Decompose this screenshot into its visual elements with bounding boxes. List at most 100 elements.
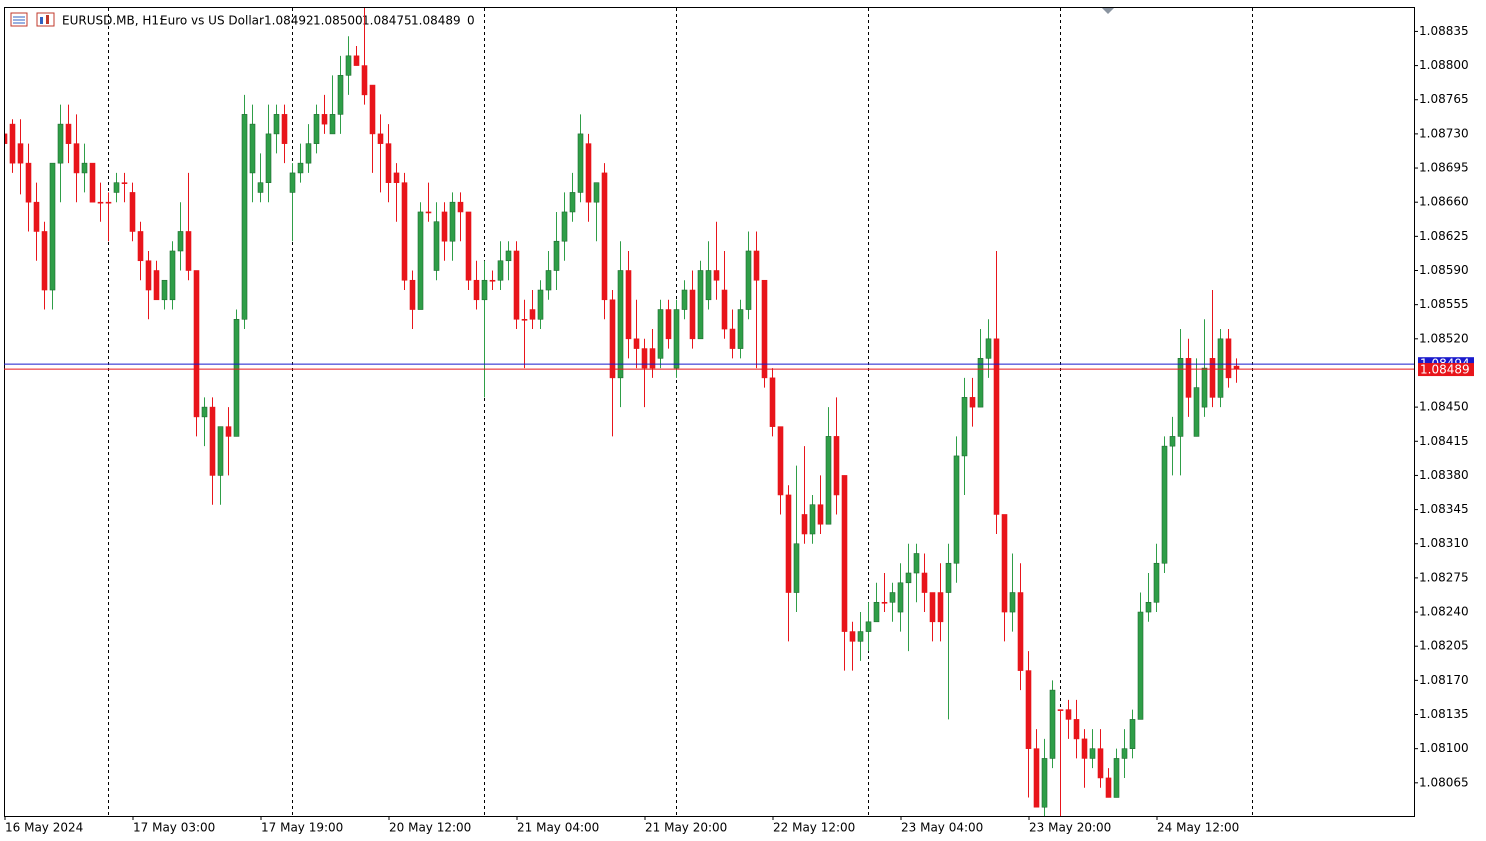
candle-body xyxy=(769,377,776,427)
candle-body xyxy=(433,221,440,271)
candle-body xyxy=(457,201,464,213)
candle-body xyxy=(689,289,696,340)
candle-body xyxy=(537,289,544,320)
symbol: EURUSD.MB, H1: xyxy=(62,14,163,28)
y-tick-label: 1.08765 xyxy=(1419,92,1469,106)
shift-marker[interactable] xyxy=(1102,8,1114,14)
candle-body xyxy=(577,133,584,193)
candle-body xyxy=(1041,758,1048,808)
candle-body xyxy=(625,270,632,340)
candle-body xyxy=(417,211,424,310)
bid-label-box xyxy=(1418,363,1474,377)
candle-body xyxy=(849,631,856,642)
candle-body xyxy=(977,358,984,408)
bid-label: 1.08489 xyxy=(1420,363,1470,377)
candle-body xyxy=(257,182,264,193)
volume: 0 xyxy=(467,14,475,28)
candle-body xyxy=(713,270,720,281)
y-tick-label: 1.08065 xyxy=(1419,775,1469,789)
candle-body xyxy=(209,406,216,476)
candle-body xyxy=(385,143,392,183)
candle-body xyxy=(521,318,528,321)
candle-body xyxy=(785,494,792,593)
candle-body xyxy=(121,182,128,184)
candle-body xyxy=(649,348,656,369)
ohlc-low: 1.08475 xyxy=(362,14,412,28)
candle-body xyxy=(641,348,648,369)
candle-body xyxy=(1121,748,1128,759)
candle-body xyxy=(1017,592,1024,671)
candle-body xyxy=(721,289,728,330)
icon-bar xyxy=(40,17,43,24)
candle-body xyxy=(1025,670,1032,749)
candle-body xyxy=(545,270,552,291)
candle-body xyxy=(81,162,88,174)
candle-body xyxy=(1105,777,1112,798)
candle-body xyxy=(1033,748,1040,808)
candle-body xyxy=(425,211,432,214)
candle-body xyxy=(1145,601,1152,613)
candle-body xyxy=(761,279,768,379)
candle-body xyxy=(585,143,592,203)
candle-body xyxy=(1009,592,1016,613)
candle-body xyxy=(601,172,608,301)
candle-body xyxy=(449,201,456,242)
toolbar-icons xyxy=(10,12,55,27)
candle-body xyxy=(201,406,208,418)
y-tick-label: 1.08240 xyxy=(1419,605,1469,619)
candle-body xyxy=(697,270,704,340)
candle-body xyxy=(1001,514,1008,613)
candle-body xyxy=(249,123,256,174)
ohlc-high: 1.08500 xyxy=(313,14,363,28)
x-tick-label: 23 May 20:00 xyxy=(1029,821,1111,835)
candle-body xyxy=(873,601,880,623)
y-tick-label: 1.08275 xyxy=(1419,570,1469,584)
candle-body xyxy=(609,299,616,379)
candle-body xyxy=(937,592,944,623)
candle-body xyxy=(1169,436,1176,447)
y-tick-label: 1.08730 xyxy=(1419,126,1469,140)
candle-body xyxy=(1177,358,1184,437)
x-tick-label: 24 May 12:00 xyxy=(1157,821,1239,835)
candle-body xyxy=(753,250,760,281)
candle-body xyxy=(969,397,976,408)
description: Euro vs US Dollar xyxy=(160,14,264,28)
candle-body xyxy=(17,143,24,164)
candles xyxy=(5,8,1240,816)
candle-body xyxy=(617,270,624,379)
candle-body xyxy=(1209,358,1216,398)
candle-body xyxy=(777,426,784,496)
candle-body xyxy=(353,55,360,66)
icon-chart[interactable] xyxy=(36,12,55,27)
candle-body xyxy=(265,133,272,183)
candle-body xyxy=(865,621,872,632)
candle-body xyxy=(361,65,368,96)
candle-body xyxy=(137,231,144,262)
candle-body xyxy=(89,162,96,203)
y-tick-label: 1.08415 xyxy=(1419,434,1469,448)
candle-body xyxy=(897,582,904,613)
candle-body xyxy=(1089,748,1096,759)
candle-body xyxy=(841,475,848,632)
candle-body xyxy=(161,279,168,301)
candle-body xyxy=(65,123,72,144)
ohlc-open: 1.08492 xyxy=(264,14,314,28)
y-tick-label: 1.08380 xyxy=(1419,468,1469,482)
y-tick-label: 1.08450 xyxy=(1419,400,1469,414)
candle-body xyxy=(321,114,328,125)
candle-body xyxy=(393,172,400,183)
candle-body xyxy=(185,231,192,271)
candle-body xyxy=(273,114,280,135)
candle-body xyxy=(225,426,232,437)
candle-body xyxy=(1193,387,1200,437)
y-tick-label: 1.08590 xyxy=(1419,263,1469,277)
candle-body xyxy=(889,592,896,603)
candle-body xyxy=(1097,748,1104,779)
candle-body xyxy=(241,114,248,320)
candle-body xyxy=(145,260,152,291)
candle-body xyxy=(1201,367,1208,408)
candle-body xyxy=(49,162,56,291)
candle-body xyxy=(5,133,8,144)
candle-body xyxy=(793,543,800,593)
candle-body xyxy=(953,455,960,564)
